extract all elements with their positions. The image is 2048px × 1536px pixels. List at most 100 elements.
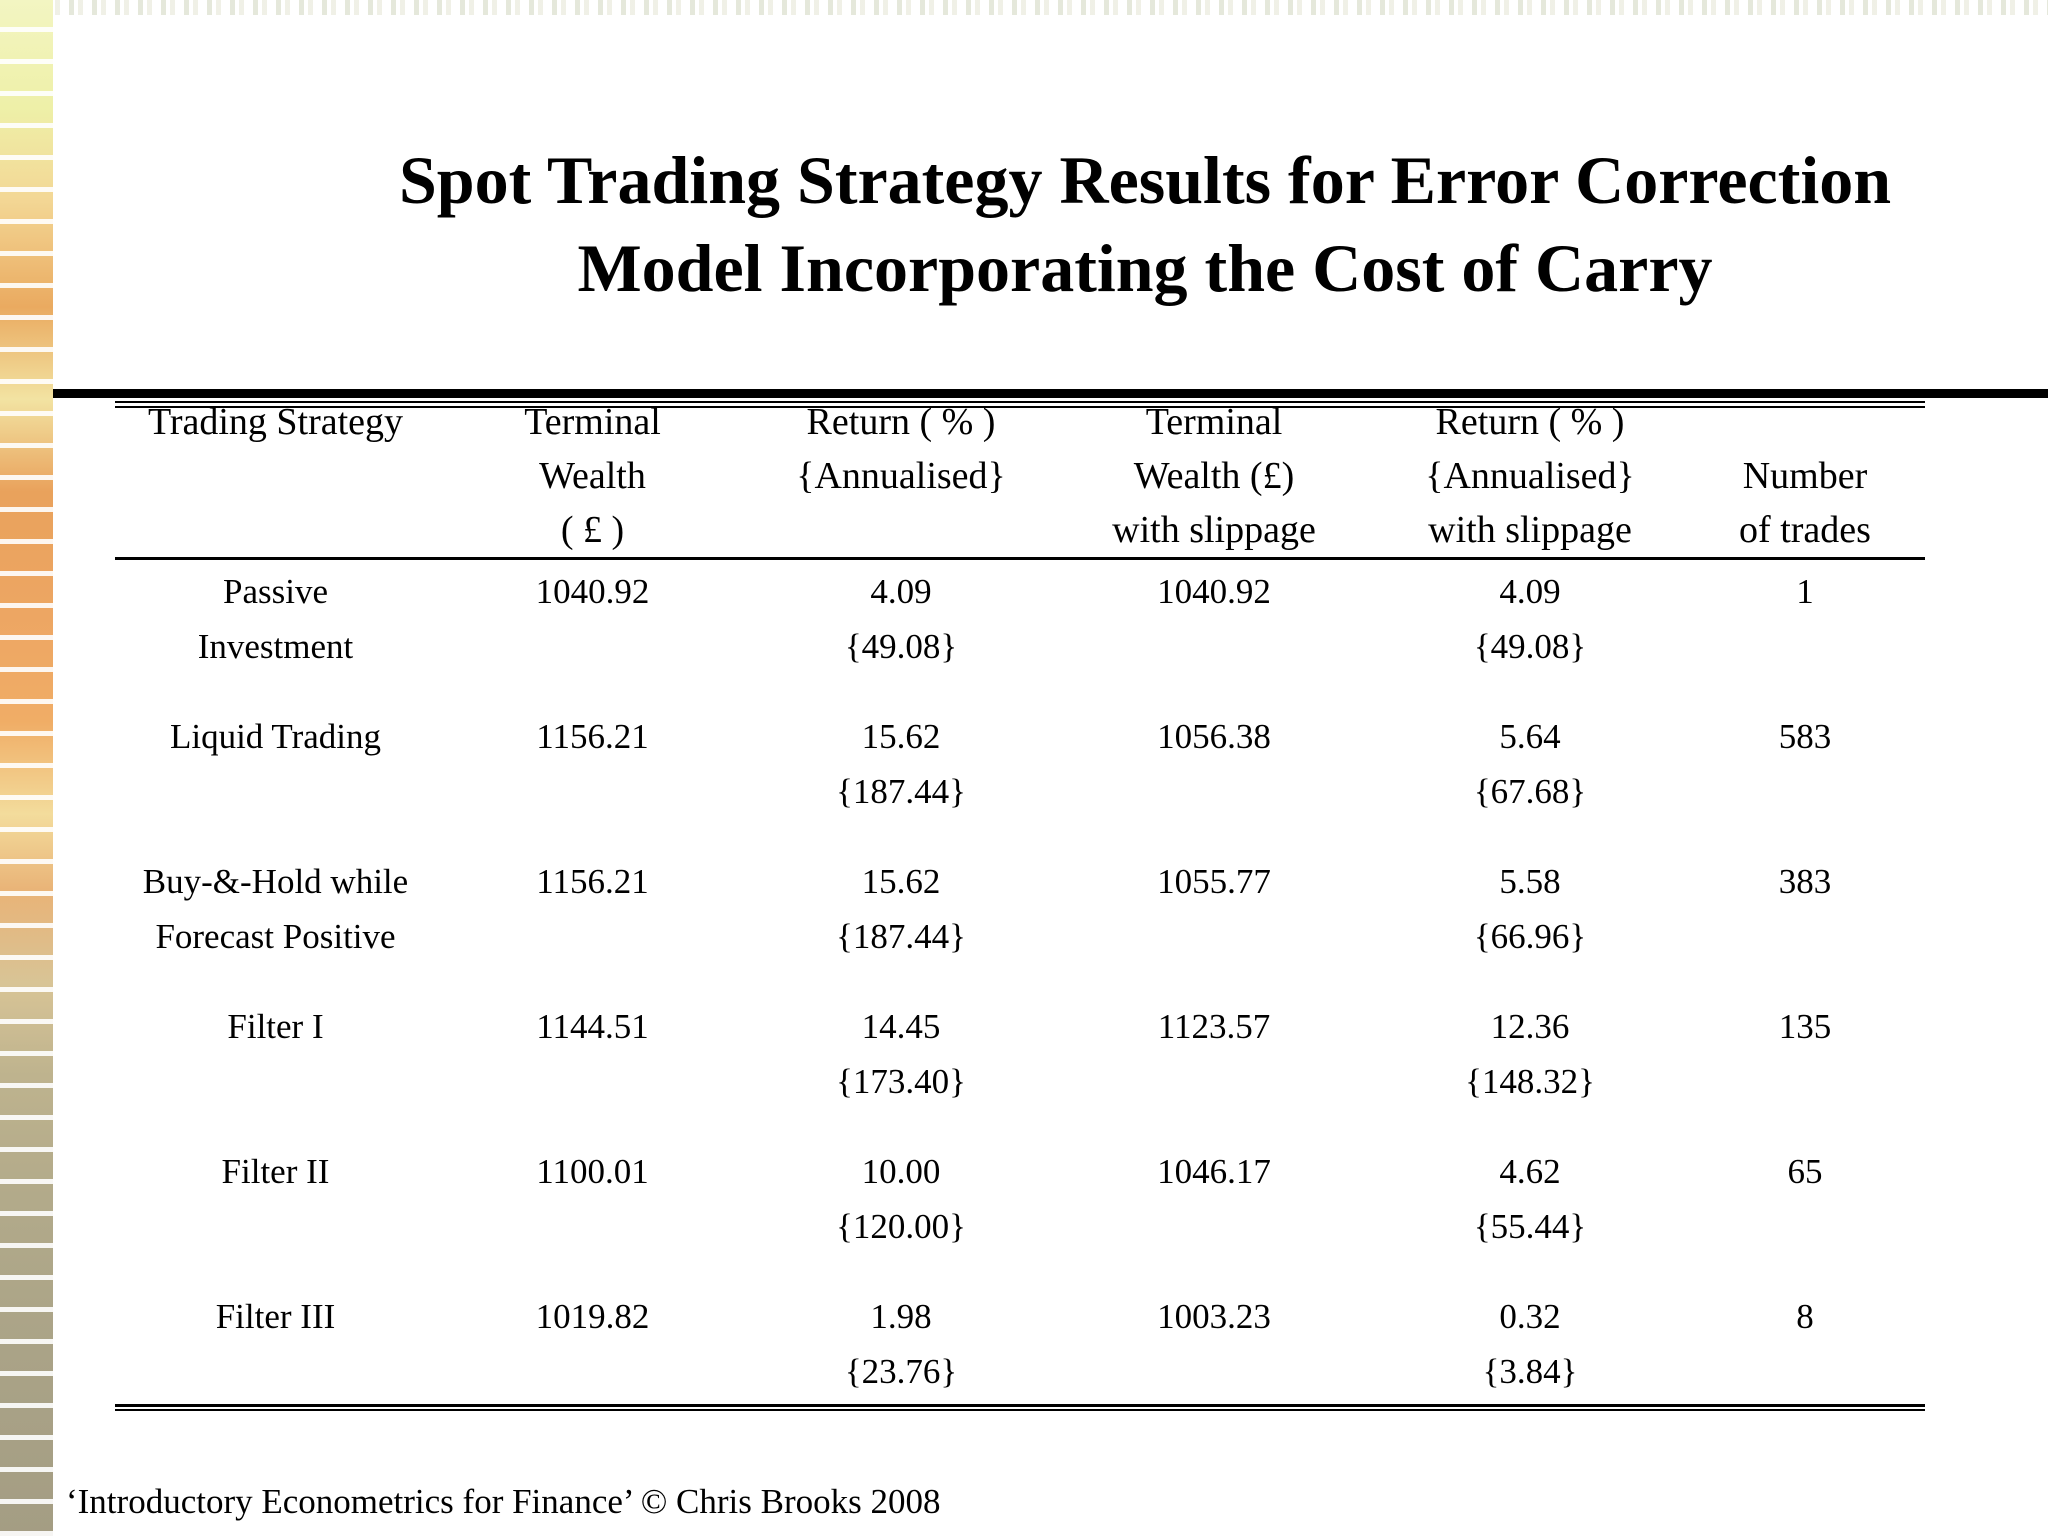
num-trades-value: 135 <box>1778 1007 1832 1046</box>
cell-terminal-wealth-slippage: 1046.17 <box>1053 1144 1375 1254</box>
cell-terminal-wealth-slippage: 1055.77 <box>1053 854 1375 964</box>
return-value: 15.62 <box>861 862 941 901</box>
return-slippage-value: 4.09 <box>1499 572 1561 611</box>
header-label: Number <box>1742 455 1868 497</box>
num-trades-value: 1 <box>1796 572 1814 611</box>
num-trades-value: 383 <box>1778 862 1832 901</box>
return-slippage-annualised-value: {3.84} <box>1482 1352 1578 1391</box>
header-label: Terminal <box>524 401 661 443</box>
cell-return: 10.00 {120.00} <box>749 1144 1053 1254</box>
return-slippage-annualised-value: {148.32} <box>1465 1062 1595 1101</box>
terminal-wealth-slippage-value: 1040.92 <box>1157 572 1271 611</box>
top-texture-band <box>0 0 2048 15</box>
return-slippage-value: 0.32 <box>1499 1297 1561 1336</box>
return-slippage-annualised-value: {67.68} <box>1473 772 1587 811</box>
strategy-name: Filter I <box>227 1007 324 1046</box>
return-slippage-annualised-value: {66.96} <box>1473 917 1587 956</box>
return-value: 10.00 <box>861 1152 941 1191</box>
num-trades-value: 65 <box>1787 1152 1823 1191</box>
cell-terminal-wealth: 1144.51 <box>436 999 749 1109</box>
cell-terminal-wealth: 1019.82 <box>436 1289 749 1399</box>
header-cell-trading-strategy: Trading Strategy <box>115 395 436 557</box>
cell-trading-strategy: Filter II <box>115 1144 436 1254</box>
strategy-name-line2: Investment <box>197 627 354 666</box>
cell-return-slippage: 0.32 {3.84} <box>1375 1289 1685 1399</box>
cell-terminal-wealth: 1156.21 <box>436 854 749 964</box>
cell-return: 4.09 {49.08} <box>749 564 1053 674</box>
header-cell-terminal-wealth-slippage: Terminal Wealth (£) with slippage <box>1053 395 1375 557</box>
header-cell-terminal-wealth: Terminal Wealth ( £ ) <box>436 395 749 557</box>
results-table: Trading Strategy Terminal Wealth ( £ ) R… <box>115 395 1925 1411</box>
cell-return-slippage: 12.36 {148.32} <box>1375 999 1685 1109</box>
copyright-footer: ‘Introductory Econometrics for Finance’ … <box>66 1482 941 1521</box>
header-label: Return ( % ) <box>1435 401 1625 443</box>
return-annualised-value: {173.40} <box>836 1062 966 1101</box>
return-annualised-value: {49.08} <box>844 627 958 666</box>
strategy-name-line2: Forecast Positive <box>155 917 396 956</box>
return-value: 4.09 <box>870 572 932 611</box>
return-slippage-value: 12.36 <box>1490 1007 1570 1046</box>
slide-title-line1: Spot Trading Strategy Results for Error … <box>398 142 1892 218</box>
header-cell-number-of-trades: Number of trades <box>1685 395 1925 557</box>
strategy-name: Filter II <box>221 1152 330 1191</box>
return-slippage-value: 5.64 <box>1499 717 1561 756</box>
cell-trading-strategy: Passive Investment <box>115 564 436 674</box>
terminal-wealth-slippage-value: 1003.23 <box>1157 1297 1271 1336</box>
strategy-name: Liquid Trading <box>169 717 381 756</box>
cell-return: 15.62 {187.44} <box>749 854 1053 964</box>
header-label: Terminal <box>1145 401 1283 443</box>
return-value: 1.98 <box>870 1297 932 1336</box>
terminal-wealth-value: 1156.21 <box>536 862 649 901</box>
terminal-wealth-value: 1144.51 <box>536 1007 649 1046</box>
terminal-wealth-value: 1019.82 <box>535 1297 650 1336</box>
cell-return: 15.62 {187.44} <box>749 709 1053 819</box>
terminal-wealth-slippage-value: 1056.38 <box>1157 717 1271 756</box>
terminal-wealth-slippage-value: 1046.17 <box>1157 1152 1271 1191</box>
cell-terminal-wealth-slippage: 1003.23 <box>1053 1289 1375 1399</box>
cell-terminal-wealth: 1156.21 <box>436 709 749 819</box>
cell-num-trades: 135 <box>1685 999 1925 1109</box>
return-value: 14.45 <box>861 1007 941 1046</box>
table-row-filter-1: Filter I 1144.51 14.45 {173.40} 1123.57 … <box>115 999 1925 1109</box>
cell-return-slippage: 5.58 {66.96} <box>1375 854 1685 964</box>
cell-num-trades: 8 <box>1685 1289 1925 1399</box>
table-row-liquid-trading: Liquid Trading 1156.21 15.62 {187.44} 10… <box>115 709 1925 819</box>
strategy-name: Passive <box>223 572 328 611</box>
header-label: Trading Strategy <box>147 401 404 443</box>
strategy-name-line2 <box>115 1199 436 1254</box>
cell-num-trades: 583 <box>1685 709 1925 819</box>
cell-terminal-wealth: 1040.92 <box>436 564 749 674</box>
cell-num-trades: 383 <box>1685 854 1925 964</box>
table-row-filter-2: Filter II 1100.01 10.00 {120.00} 1046.17… <box>115 1144 1925 1254</box>
slide-title-line2: Model Incorporating the Cost of Carry <box>577 230 1713 306</box>
table-row-passive-investment: Passive Investment 1040.92 4.09 {49.08} … <box>115 564 1925 674</box>
cell-trading-strategy: Filter III <box>115 1289 436 1399</box>
cell-trading-strategy: Liquid Trading <box>115 709 436 819</box>
return-annualised-value: {120.00} <box>836 1207 966 1246</box>
header-cell-return: Return ( % ) {Annualised} <box>749 395 1053 557</box>
strategy-name-line2 <box>115 1054 436 1109</box>
header-label: ( £ ) <box>560 509 625 551</box>
cell-num-trades: 65 <box>1685 1144 1925 1254</box>
cell-trading-strategy: Buy-&-Hold while Forecast Positive <box>115 854 436 964</box>
strategy-name: Buy-&-Hold while <box>142 862 409 901</box>
cell-terminal-wealth: 1100.01 <box>436 1144 749 1254</box>
cell-terminal-wealth-slippage: 1056.38 <box>1053 709 1375 819</box>
terminal-wealth-value: 1040.92 <box>535 572 650 611</box>
header-label: {Annualised} <box>1425 455 1635 497</box>
return-slippage-value: 4.62 <box>1499 1152 1561 1191</box>
strategy-name-line2 <box>115 1344 436 1399</box>
return-slippage-value: 5.58 <box>1499 862 1561 901</box>
cell-return: 1.98 {23.76} <box>749 1289 1053 1399</box>
terminal-wealth-value: 1100.01 <box>536 1152 649 1191</box>
num-trades-value: 583 <box>1778 717 1832 756</box>
cell-return: 14.45 {173.40} <box>749 999 1053 1109</box>
terminal-wealth-slippage-value: 1055.77 <box>1157 862 1271 901</box>
header-label: with slippage <box>1428 509 1632 551</box>
cell-terminal-wealth-slippage: 1123.57 <box>1053 999 1375 1109</box>
table-row-filter-3: Filter III 1019.82 1.98 {23.76} 1003.23 … <box>115 1289 1925 1399</box>
table-bottom-rule <box>115 1404 1925 1411</box>
return-annualised-value: {23.76} <box>844 1352 958 1391</box>
header-label: Wealth (£) <box>1133 455 1295 497</box>
table-header-row: Trading Strategy Terminal Wealth ( £ ) R… <box>115 395 1925 557</box>
